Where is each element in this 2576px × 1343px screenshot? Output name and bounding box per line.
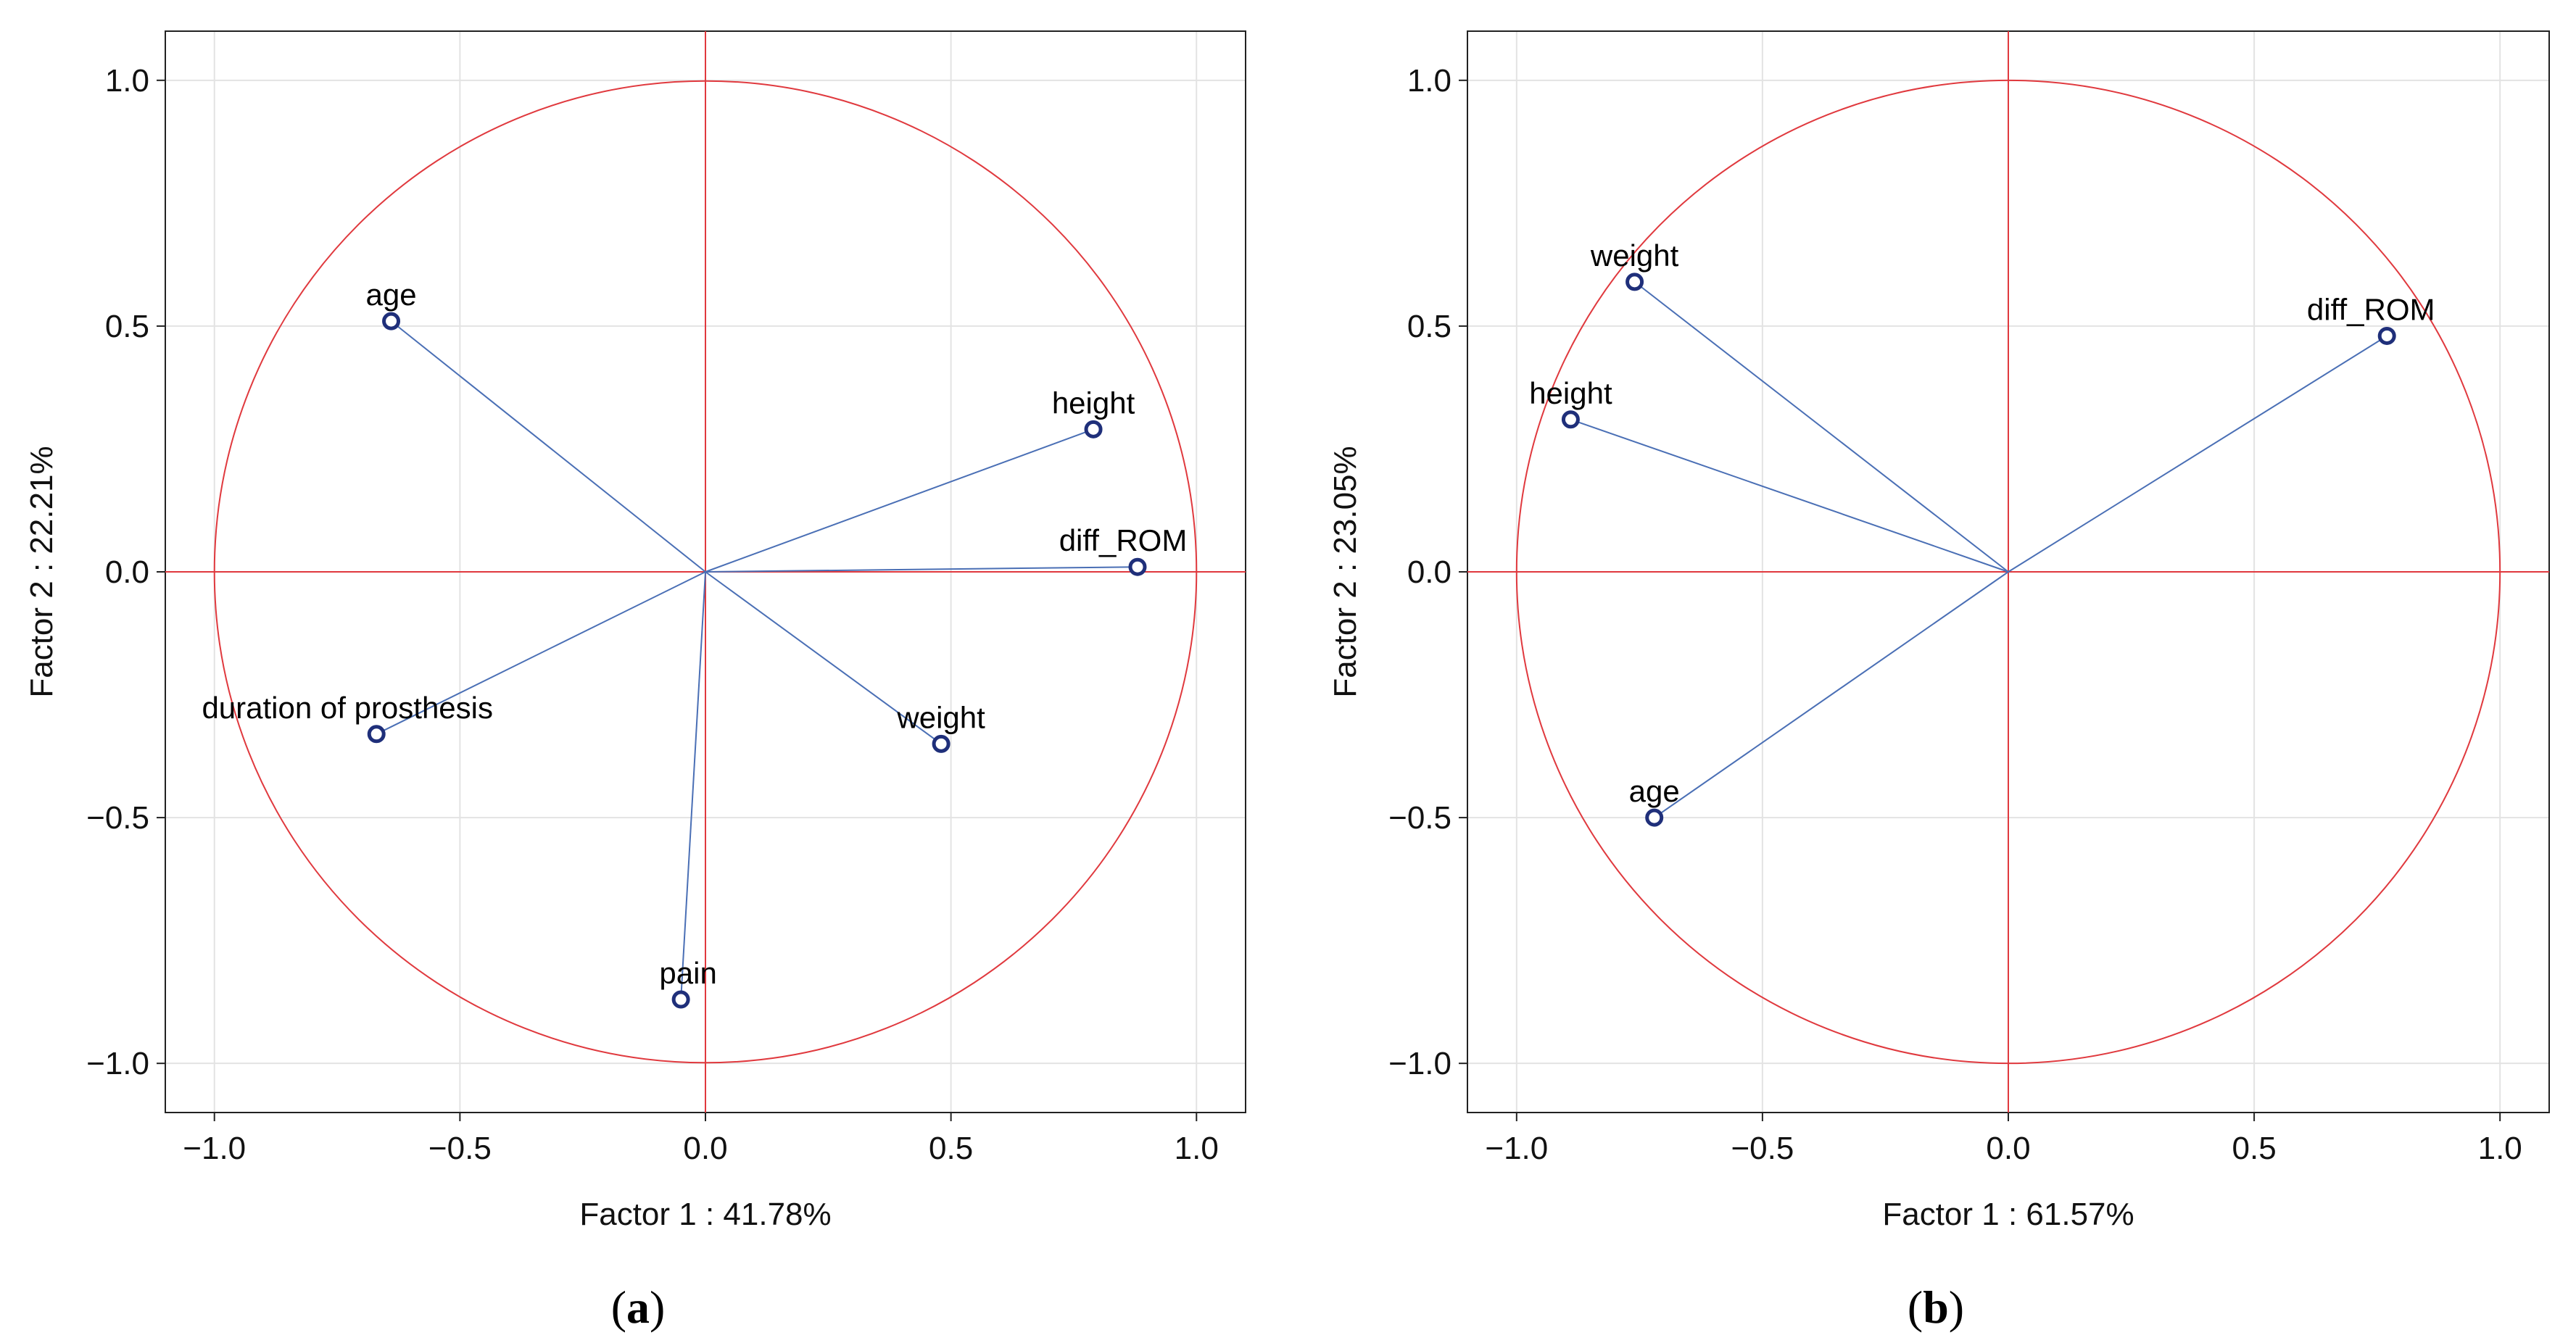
x-axis-title: Factor 1 : 61.57% (1882, 1197, 2134, 1232)
variable-point (367, 725, 386, 744)
x-tick-label: −1.0 (1485, 1131, 1548, 1166)
y-axis-title: Factor 2 : 23.05% (1328, 446, 1363, 697)
loading-vector (705, 566, 1138, 573)
y-tick-label: 0.5 (105, 309, 149, 344)
y-tick-label: 1.0 (1407, 63, 1451, 99)
variable-point (932, 734, 951, 753)
x-tick-label: 0.0 (1986, 1131, 2030, 1166)
y-tick-label: 0.5 (1407, 309, 1451, 344)
variable-label: age (366, 278, 417, 312)
y-tick-label: −0.5 (1388, 800, 1451, 836)
panel-b: −1.0 −0.5 0.0 0.5 1.0 −1.0 −0.5 0.0 0.5 1.0 weight… (1328, 30, 2550, 1333)
x-tick-label: −0.5 (428, 1131, 492, 1166)
x-tick-label: 0.5 (2232, 1131, 2277, 1166)
variable-point (1645, 808, 1664, 827)
panel-label: (b) (1908, 1281, 1964, 1333)
variable-label: weight (896, 700, 985, 734)
y-tick-label: 0.0 (1407, 554, 1451, 590)
variable-label: pain (659, 956, 716, 990)
variable-point (1625, 273, 1644, 291)
loading-vector (390, 320, 706, 573)
variable-label: duration of prosthesis (202, 691, 493, 725)
panel-a: −1.0 −0.5 0.0 0.5 1.0 −1.0 −0.5 0.0 0.5 1.0 age hei… (24, 30, 1246, 1333)
variable-point (671, 990, 690, 1009)
loading-vector (705, 571, 942, 745)
loading-vector (680, 571, 706, 1000)
loading-vector (705, 428, 1094, 573)
loading-vector (1633, 281, 2009, 573)
variable-point (1128, 557, 1147, 576)
x-tick-label: 0.0 (683, 1131, 727, 1166)
variable-point (382, 312, 401, 330)
y-tick-label: −1.0 (1388, 1046, 1451, 1081)
loading-vector (1570, 418, 2009, 573)
variable-label: weight (1590, 238, 1679, 273)
y-axis-title: Factor 2 : 22.21% (24, 446, 59, 697)
loading-vector (1654, 571, 2009, 818)
y-tick-label: −1.0 (86, 1046, 149, 1081)
x-tick-label: −1.0 (183, 1131, 246, 1166)
loading-vector (376, 571, 706, 735)
variable-label: diff_ROM (2307, 292, 2435, 326)
panel-label: (a) (611, 1281, 666, 1333)
variable-label: height (1052, 386, 1135, 420)
y-tick-label: 0.0 (105, 554, 149, 590)
variable-label: height (1529, 376, 1612, 410)
variable-point (1561, 410, 1580, 429)
x-tick-label: −0.5 (1731, 1131, 1794, 1166)
x-axis-title: Factor 1 : 41.78% (579, 1197, 831, 1232)
y-tick-label: −0.5 (86, 800, 149, 836)
x-tick-label: 1.0 (2478, 1131, 2522, 1166)
variable-point (2377, 326, 2396, 345)
variable-label: age (1629, 774, 1680, 808)
x-tick-label: 0.5 (929, 1131, 973, 1166)
y-tick-label: 1.0 (105, 63, 149, 99)
variable-label: diff_ROM (1059, 523, 1188, 557)
x-tick-label: 1.0 (1175, 1131, 1219, 1166)
variable-point (1084, 420, 1103, 438)
loading-vector (2008, 335, 2387, 573)
